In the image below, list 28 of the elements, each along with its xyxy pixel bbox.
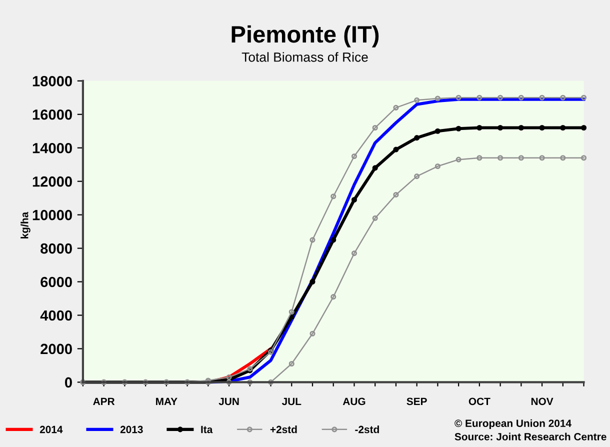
y-tick-label: 8000 (40, 243, 72, 254)
x-tick-label: OCT (468, 398, 490, 406)
legend-label: -2std (355, 426, 379, 434)
x-tick-label: SEP (406, 398, 427, 406)
y-axis-title: kg/ha (20, 212, 30, 238)
legend-label: +2std (270, 426, 297, 434)
source-note: Source: Joint Research Centre (454, 432, 606, 440)
legend-label: 2014 (40, 426, 63, 434)
x-tick-label: MAY (156, 398, 178, 406)
x-tick-label: NOV (531, 398, 554, 406)
y-tick-label: 2000 (40, 344, 72, 354)
y-tick-label: 0 (65, 377, 72, 388)
chart-subtitle: Total Biomass of Rice (242, 52, 368, 62)
y-tick-label: 6000 (40, 276, 72, 288)
text: © European Union 2014 (454, 419, 572, 430)
y-tick-label: 14000 (32, 142, 72, 154)
y-tick-label: 10000 (32, 210, 72, 220)
x-tick-label: APR (93, 398, 115, 406)
legend-label: Ita (201, 426, 213, 434)
x-tick-label: AUG (342, 398, 366, 406)
y-tick-label: 12000 (32, 176, 72, 187)
y-tick-label: 4000 (40, 310, 72, 321)
chart-title: Piemonte (IT) (232, 25, 379, 48)
x-tick-label: JUN (218, 398, 239, 406)
x-tick-label: JUL (282, 398, 302, 406)
legend-label: 2013 (120, 426, 143, 434)
y-tick-label: 18000 (32, 76, 72, 86)
y-tick-label: 16000 (32, 109, 72, 120)
